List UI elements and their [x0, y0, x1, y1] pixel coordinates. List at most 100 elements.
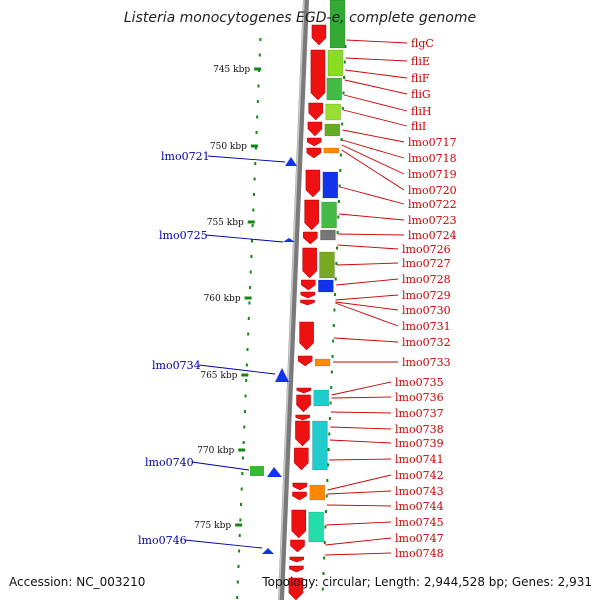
gene-label-leader — [345, 57, 408, 62]
gene-label-lmo0733[interactable]: lmo0733 — [402, 356, 451, 369]
gene-feature-box — [314, 358, 331, 367]
track-dot — [328, 417, 331, 420]
track-dot — [329, 401, 332, 405]
gene-forward-arrow — [300, 299, 315, 306]
gene-label-leader — [191, 461, 250, 471]
gene-label-lmo0740[interactable]: lmo0740 — [145, 456, 194, 469]
gene-forward-arrow — [295, 420, 310, 447]
gene-label-flig[interactable]: fliG — [411, 88, 431, 101]
gene-label-leader — [341, 144, 405, 175]
gene-forward-arrow — [307, 121, 323, 137]
track-dot — [341, 107, 344, 110]
track-dot — [344, 45, 347, 48]
gene-feature-box — [309, 484, 326, 501]
gene-label-lmo0738[interactable]: lmo0738 — [395, 423, 444, 436]
gene-label-lmo0719[interactable]: lmo0719 — [408, 168, 457, 181]
gene-label-flif[interactable]: fliF — [411, 72, 430, 85]
label-leader-lines — [184, 39, 408, 556]
gene-label-flie[interactable]: fliE — [411, 55, 430, 68]
gene-feature-box — [321, 201, 337, 229]
gene-label-lmo0748[interactable]: lmo0748 — [395, 547, 444, 560]
genome-backbone — [278, 0, 309, 600]
track-dot — [335, 262, 338, 265]
gene-label-lmo0726[interactable]: lmo0726 — [402, 243, 451, 256]
gene-label-leader — [337, 244, 399, 250]
track-dot — [258, 53, 261, 57]
gene-label-lmo0727[interactable]: lmo0727 — [402, 257, 451, 270]
gene-label-lmo0746[interactable]: lmo0746 — [138, 534, 187, 547]
gene-label-flgc[interactable]: flgC — [411, 37, 434, 50]
gene-label-flih[interactable]: fliH — [411, 105, 431, 118]
gene-label-lmo0737[interactable]: lmo0737 — [395, 407, 444, 420]
gene-forward-arrow — [294, 447, 309, 471]
gene-label-leader — [184, 539, 263, 549]
gene-label-lmo0730[interactable]: lmo0730 — [402, 304, 451, 317]
track-dot — [244, 394, 247, 398]
ruler-tick — [247, 220, 255, 224]
gene-feature-box — [318, 279, 334, 293]
gene-label-leader — [205, 234, 284, 243]
gene-label-flii[interactable]: fliI — [411, 120, 426, 133]
gene-label-leader — [339, 213, 405, 221]
gene-label-lmo0723[interactable]: lmo0723 — [408, 214, 457, 227]
gene-label-lmo0735[interactable]: lmo0735 — [395, 376, 444, 389]
gene-label-lmo0729[interactable]: lmo0729 — [402, 289, 451, 302]
gene-label-lmo0739[interactable]: lmo0739 — [395, 437, 444, 450]
gene-label-leader — [330, 426, 392, 430]
gene-label-lmo0742[interactable]: lmo0742 — [395, 469, 444, 482]
gene-label-lmo0718[interactable]: lmo0718 — [408, 152, 457, 165]
gene-label-lmo0736[interactable]: lmo0736 — [395, 391, 444, 404]
gene-labels: flgC fliE fliF fliG fliH fliI lmo0717 lmo0718 lm… — [138, 37, 457, 560]
gene-label-leader — [344, 79, 408, 95]
track-dot — [242, 441, 245, 444]
gene-label-lmo0720[interactable]: lmo0720 — [408, 184, 457, 197]
ruler-tick-label: 775 kbp — [194, 521, 231, 531]
gene-label-lmo0731[interactable]: lmo0731 — [402, 320, 451, 333]
track-dot — [246, 348, 249, 351]
gene-forward-arrow — [292, 491, 307, 501]
gene-label-leader — [336, 262, 399, 266]
track-dot — [325, 510, 328, 513]
gene-label-leader — [340, 186, 405, 205]
gene-label-leader — [331, 381, 392, 396]
ruler-tick — [241, 373, 249, 377]
gene-label-lmo0747[interactable]: lmo0747 — [395, 532, 444, 545]
gene-label-lmo0722[interactable]: lmo0722 — [408, 198, 457, 211]
gene-label-lmo0732[interactable]: lmo0732 — [402, 336, 451, 349]
gene-label-leader — [345, 69, 408, 79]
gene-label-lmo0717[interactable]: lmo0717 — [408, 136, 457, 149]
gene-label-lmo0724[interactable]: lmo0724 — [408, 229, 457, 242]
ruler-tick-label: 750 kbp — [210, 142, 247, 152]
gene-reverse-shape — [275, 368, 289, 382]
gene-label-lmo0744[interactable]: lmo0744 — [395, 500, 444, 513]
accession-text: Accession: NC_003210 — [9, 575, 146, 589]
track-dot — [245, 379, 248, 382]
gene-features — [250, 0, 346, 600]
track-dot — [333, 308, 336, 312]
gene-label-leader — [336, 278, 399, 286]
gene-label-lmo0725[interactable]: lmo0725 — [159, 229, 208, 242]
gene-label-lmo0728[interactable]: lmo0728 — [402, 273, 451, 286]
track-dot — [326, 463, 329, 467]
track-dot — [256, 115, 259, 119]
gene-label-leader — [333, 337, 399, 343]
gene-label-lmo0743[interactable]: lmo0743 — [395, 485, 444, 498]
gene-feature-box — [323, 147, 340, 154]
track-dot — [324, 525, 327, 529]
gene-label-lmo0745[interactable]: lmo0745 — [395, 516, 444, 529]
gene-feature-box — [322, 171, 339, 199]
gene-forward-arrow — [310, 49, 326, 101]
gene-forward-arrow — [303, 231, 318, 245]
gene-label-lmo0721[interactable]: lmo0721 — [161, 150, 210, 163]
gene-label-leader — [326, 521, 392, 526]
track-dot — [245, 363, 248, 367]
gene-label-leader — [346, 39, 408, 44]
gene-forward-arrow — [288, 577, 304, 600]
gene-forward-arrow — [291, 509, 306, 539]
track-dot — [325, 494, 328, 498]
gene-feature-box — [320, 229, 336, 241]
gene-label-lmo0741[interactable]: lmo0741 — [395, 453, 444, 466]
gene-feature-box — [329, 0, 346, 49]
gene-label-lmo0734[interactable]: lmo0734 — [152, 359, 201, 372]
ruler-tick — [244, 296, 252, 300]
